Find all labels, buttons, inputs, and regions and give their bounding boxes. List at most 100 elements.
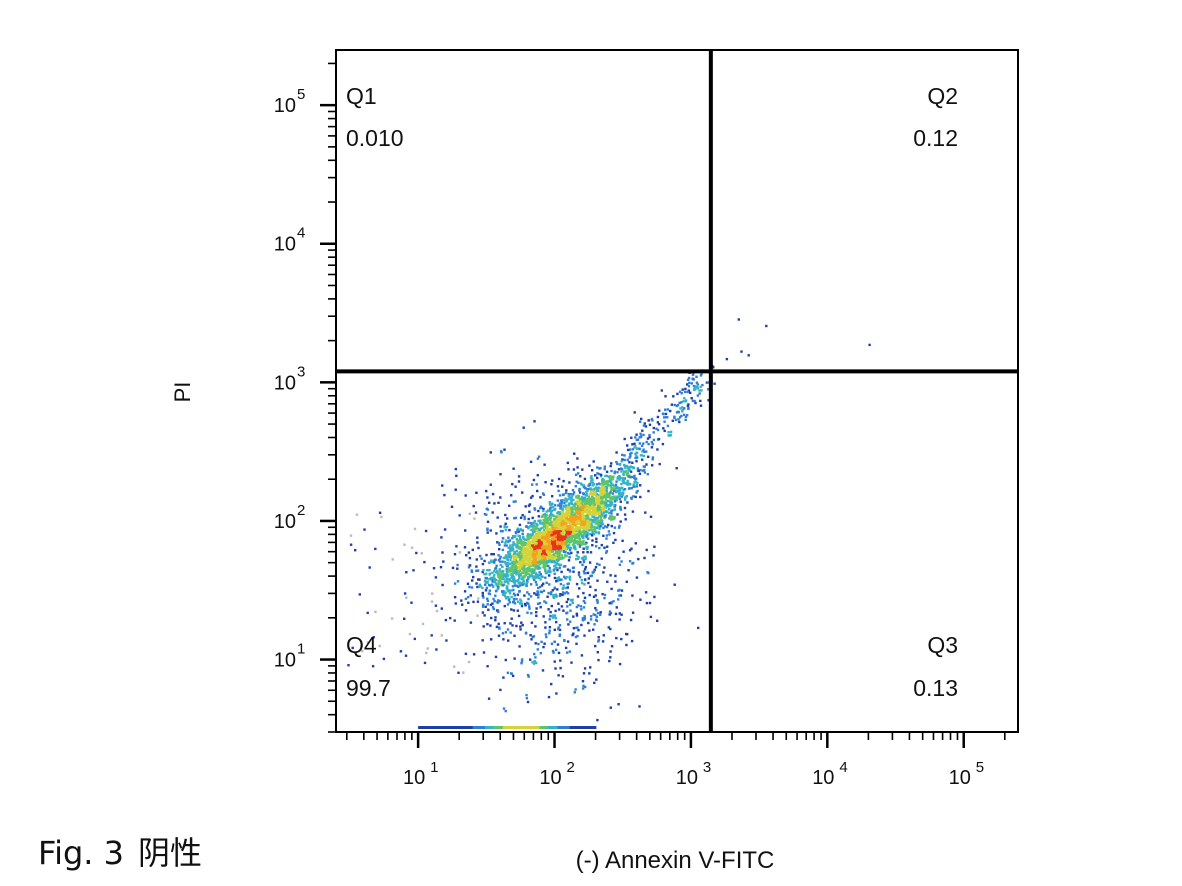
- event-dot: [553, 640, 556, 643]
- event-dot: [602, 508, 605, 512]
- event-dot: [594, 486, 598, 489]
- event-dot: [537, 535, 541, 539]
- event-dot: [478, 583, 481, 586]
- event-dot: [544, 633, 548, 636]
- event-dot: [576, 516, 579, 519]
- event-dot: [506, 603, 510, 606]
- event-dot: [525, 554, 528, 558]
- event-dot: [453, 553, 457, 556]
- event-dot: [366, 611, 369, 615]
- event-dot: [619, 500, 622, 503]
- y-tick-label: 10: [274, 372, 296, 394]
- event-dot: [536, 457, 540, 460]
- event-dot: [498, 548, 501, 551]
- event-dot: [581, 521, 584, 524]
- event-dot: [581, 513, 584, 516]
- event-dot: [518, 551, 521, 554]
- event-dot: [497, 573, 500, 577]
- event-dot: [584, 543, 587, 546]
- event-dot: [516, 593, 519, 596]
- event-dot: [563, 541, 566, 544]
- event-dot: [456, 567, 459, 570]
- event-dot: [582, 672, 586, 675]
- event-dot: [539, 606, 542, 609]
- event-dot: [609, 612, 613, 615]
- event-dot: [518, 562, 521, 566]
- event-dot: [545, 542, 548, 546]
- event-dot: [470, 586, 474, 589]
- event-dot: [506, 588, 509, 591]
- event-dot: [643, 471, 647, 474]
- event-dot: [549, 528, 553, 531]
- event-dot: [562, 550, 566, 553]
- event-dot: [545, 556, 548, 560]
- event-dot: [566, 461, 569, 465]
- event-dot: [696, 394, 700, 397]
- event-dot: [624, 518, 627, 521]
- event-dot: [596, 496, 600, 500]
- event-dot: [589, 666, 592, 669]
- event-dot: [548, 532, 552, 535]
- event-dot: [530, 556, 533, 560]
- event-dot: [570, 498, 573, 501]
- event-dot: [504, 631, 508, 634]
- event-dot: [582, 570, 586, 573]
- event-dot: [560, 570, 563, 574]
- event-dot: [626, 479, 629, 483]
- floor-band-dot: [465, 726, 469, 729]
- event-dot: [564, 536, 568, 539]
- event-dot: [575, 605, 579, 609]
- event-dot: [600, 520, 604, 524]
- floor-band-dot: [573, 726, 576, 729]
- event-dot: [568, 548, 572, 552]
- event-dot: [505, 586, 508, 590]
- event-dot: [453, 665, 456, 668]
- event-dot: [618, 497, 622, 501]
- event-dot: [630, 487, 633, 490]
- event-dot: [514, 516, 518, 520]
- floor-band-dot: [480, 726, 484, 729]
- event-dot: [576, 536, 579, 539]
- event-dot: [631, 510, 635, 513]
- event-dot: [594, 618, 598, 621]
- event-dot: [486, 603, 489, 606]
- event-dot: [591, 469, 594, 472]
- event-dot: [597, 638, 601, 642]
- event-dot: [566, 586, 569, 589]
- event-dot: [569, 518, 572, 521]
- event-dot: [592, 613, 595, 616]
- event-dot: [551, 528, 555, 532]
- event-dot: [558, 542, 562, 545]
- event-dot: [520, 541, 523, 545]
- event-dot: [571, 543, 575, 546]
- event-dot: [615, 460, 618, 464]
- event-dot: [570, 501, 573, 504]
- floor-band-dot: [441, 726, 444, 729]
- event-dot: [546, 595, 549, 598]
- event-dot: [532, 561, 536, 565]
- event-dot: [501, 537, 505, 540]
- event-dot: [551, 537, 555, 541]
- event-dot: [478, 585, 481, 588]
- event-dot: [623, 464, 627, 468]
- event-dot: [626, 448, 630, 452]
- event-dot: [549, 512, 553, 515]
- floor-band-dot: [512, 726, 515, 729]
- event-dot: [487, 608, 490, 611]
- event-dot: [566, 546, 570, 549]
- event-dot: [532, 478, 536, 482]
- event-dot: [556, 588, 559, 591]
- event-dot: [508, 579, 511, 582]
- event-dot: [544, 521, 547, 524]
- event-dot: [615, 498, 618, 502]
- event-dot: [580, 608, 583, 611]
- event-dot: [549, 509, 553, 512]
- event-dot: [618, 618, 621, 621]
- event-dot: [507, 569, 510, 572]
- event-dot: [572, 523, 576, 527]
- event-dot: [486, 569, 489, 572]
- event-dot: [578, 544, 582, 547]
- event-dot: [610, 486, 613, 489]
- event-dot: [564, 491, 568, 495]
